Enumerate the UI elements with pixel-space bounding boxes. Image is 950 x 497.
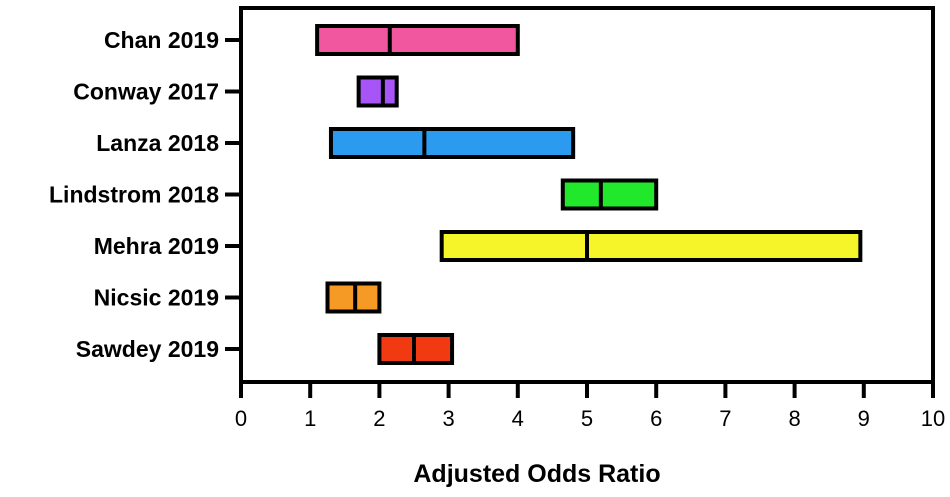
- x-tick-label-1: 1: [304, 406, 316, 431]
- x-tick-label-4: 4: [512, 406, 524, 431]
- y-tick-label-conway-2017: Conway 2017: [73, 79, 219, 105]
- x-tick-label-7: 7: [719, 406, 731, 431]
- x-axis-title: Adjusted Odds Ratio: [413, 460, 660, 488]
- range-bar-conway-2017: [356, 75, 399, 108]
- x-tick-label-9: 9: [858, 406, 870, 431]
- y-axis: Chan 2019 Conway 2017 Lanza 2018 Lindstrom …: [49, 27, 241, 362]
- range-bar-mehra-2019: [439, 230, 863, 262]
- x-tick-label-8: 8: [788, 406, 800, 431]
- y-tick-label-lindstrom-2018: Lindstrom 2018: [49, 182, 219, 208]
- y-tick-label-chan-2019: Chan 2019: [104, 27, 219, 53]
- range-bar-lanza-2018: [328, 127, 576, 159]
- x-tick-label-5: 5: [581, 406, 593, 431]
- x-tick-label-6: 6: [650, 406, 662, 431]
- x-tick-label-0: 0: [235, 406, 247, 431]
- bars-layer: [315, 24, 863, 365]
- range-bar-chan-2019: [315, 24, 520, 56]
- x-axis: 0 1 2 3 4 5 6 7 8 9 10: [235, 382, 945, 431]
- x-tick-label-3: 3: [442, 406, 454, 431]
- y-tick-label-nicsic-2019: Nicsic 2019: [94, 285, 219, 311]
- range-bar-lindstrom-2018: [560, 178, 659, 211]
- y-tick-label-lanza-2018: Lanza 2018: [96, 130, 219, 156]
- y-tick-label-mehra-2019: Mehra 2019: [94, 233, 219, 259]
- x-tick-label-2: 2: [373, 406, 385, 431]
- y-tick-label-sawdey-2019: Sawdey 2019: [76, 336, 219, 362]
- x-tick-label-10: 10: [921, 406, 945, 431]
